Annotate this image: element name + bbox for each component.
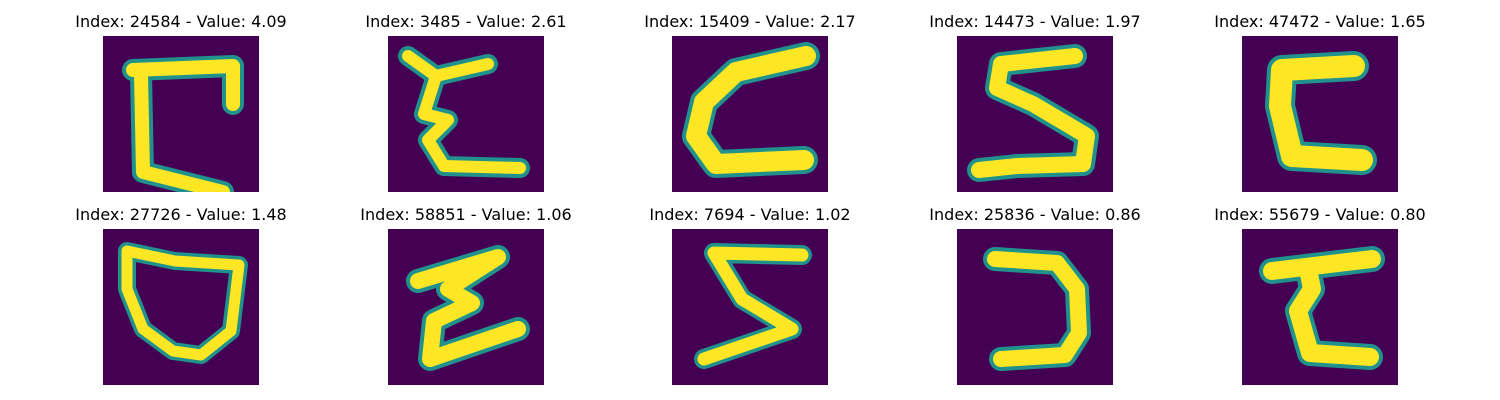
digit-image — [672, 229, 828, 385]
panel-title: Index: 15409 - Value: 2.17 — [644, 12, 856, 31]
panel-title: Index: 7694 - Value: 1.02 — [649, 205, 851, 224]
panel-2: Index: 3485 - Value: 2.61 — [356, 12, 576, 194]
panel-5: Index: 47472 - Value: 1.65 — [1210, 12, 1430, 194]
digit-image — [388, 36, 544, 192]
panel-7: Index: 58851 - Value: 1.06 — [356, 205, 576, 387]
panel-title: Index: 24584 - Value: 4.09 — [75, 12, 287, 31]
panel-title: Index: 58851 - Value: 1.06 — [360, 205, 572, 224]
panel-title: Index: 3485 - Value: 2.61 — [365, 12, 567, 31]
panel-1: Index: 24584 - Value: 4.09 — [71, 12, 291, 194]
digit-image — [103, 36, 259, 192]
panel-title: Index: 27726 - Value: 1.48 — [75, 205, 287, 224]
digit-image — [103, 229, 259, 385]
digit-image — [1242, 229, 1398, 385]
panel-8: Index: 7694 - Value: 1.02 — [640, 205, 860, 387]
panel-title: Index: 14473 - Value: 1.97 — [929, 12, 1141, 31]
panel-title: Index: 25836 - Value: 0.86 — [929, 205, 1141, 224]
panel-title: Index: 47472 - Value: 1.65 — [1214, 12, 1426, 31]
digit-image — [1242, 36, 1398, 192]
digit-image — [957, 36, 1113, 192]
panel-9: Index: 25836 - Value: 0.86 — [925, 205, 1145, 387]
panel-title: Index: 55679 - Value: 0.80 — [1214, 205, 1426, 224]
digit-image — [672, 36, 828, 192]
panel-4: Index: 14473 - Value: 1.97 — [925, 12, 1145, 194]
panel-10: Index: 55679 - Value: 0.80 — [1210, 205, 1430, 387]
panel-6: Index: 27726 - Value: 1.48 — [71, 205, 291, 387]
panel-3: Index: 15409 - Value: 2.17 — [640, 12, 860, 194]
digit-image — [388, 229, 544, 385]
digit-image — [957, 229, 1113, 385]
